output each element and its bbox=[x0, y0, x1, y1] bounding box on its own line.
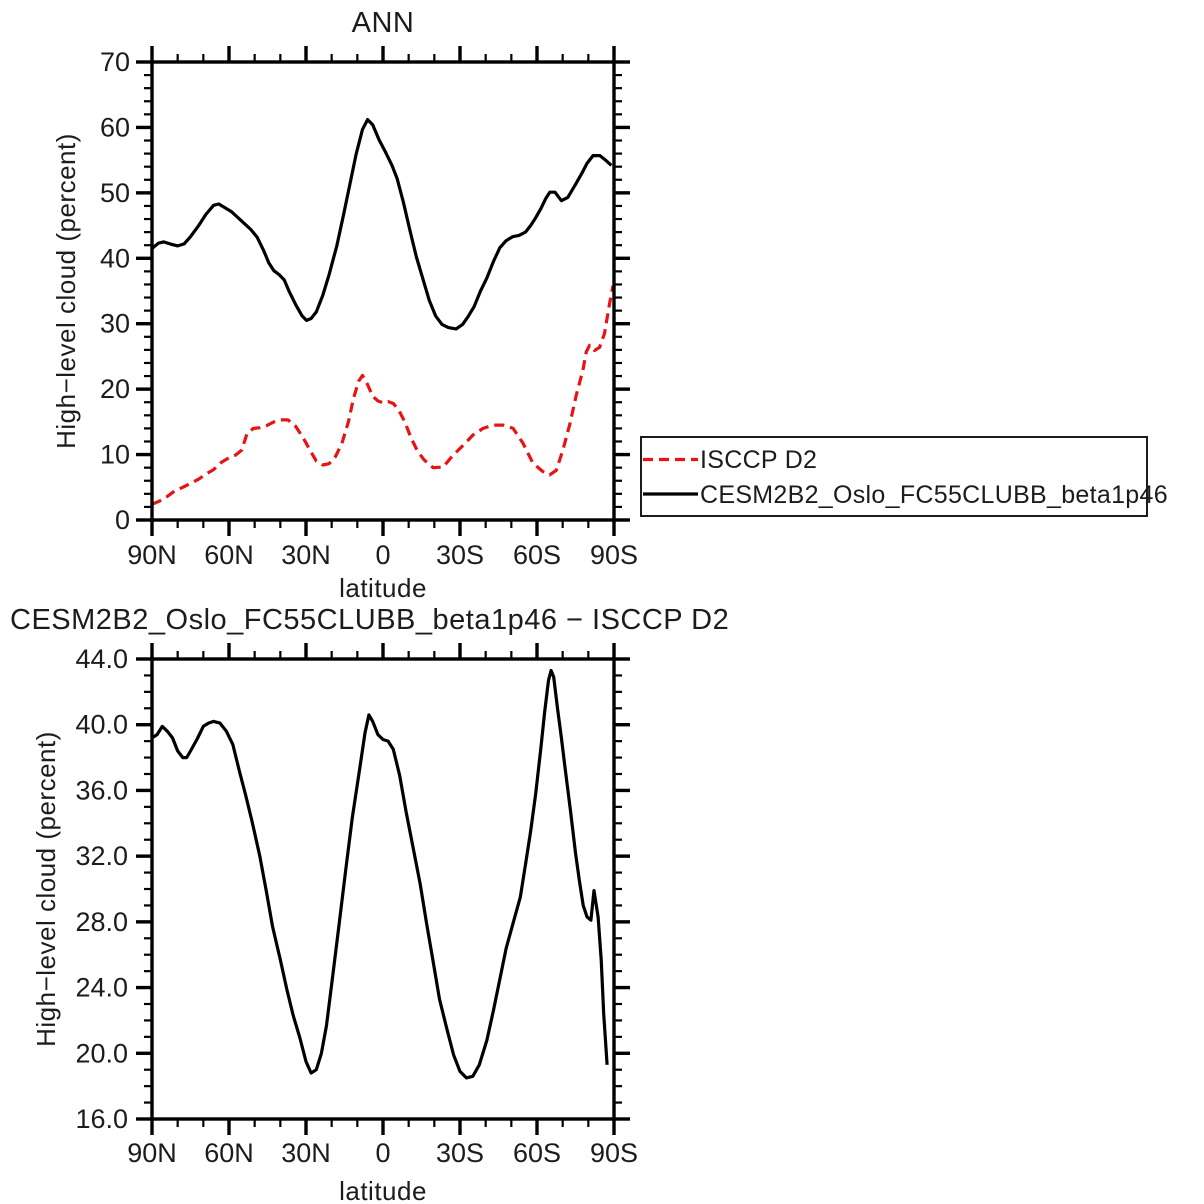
x-tick-label: 90N bbox=[127, 1138, 177, 1168]
y-tick-label: 0 bbox=[115, 505, 130, 535]
y-tick-label: 20.0 bbox=[75, 1038, 128, 1068]
plot-frame bbox=[150, 657, 616, 1121]
legend: ISCCP D2 CESM2B2_Oslo_FC55CLUBB_beta1p46 bbox=[640, 436, 1168, 517]
y-tick-label: 36.0 bbox=[75, 775, 128, 805]
x-tick-label: 60S bbox=[513, 1138, 561, 1168]
top-y-axis-label: High−level cloud (percent) bbox=[51, 133, 81, 449]
y-tick-label: 70 bbox=[100, 47, 130, 77]
x-tick-label: 0 bbox=[375, 540, 390, 570]
y-tick-label: 60 bbox=[100, 112, 130, 142]
bottom-plot-area: 90N 60N 30N 0 30S 60S 90S 16.0 20.0 24.0 28.0 32.0 3… bbox=[75, 643, 638, 1168]
y-tick-label: 24.0 bbox=[75, 973, 128, 1003]
y-tick-label: 16.0 bbox=[75, 1104, 128, 1134]
top-x-axis-label: latitude bbox=[339, 573, 427, 603]
legend-label-model: CESM2B2_Oslo_FC55CLUBB_beta1p46 bbox=[700, 481, 1168, 509]
x-tick-label: 60N bbox=[204, 540, 254, 570]
series-line-cesm2b2-oslo-fc55clubb-beta1p46-isccp-d2 bbox=[151, 668, 609, 1080]
y-tick-label: 50 bbox=[100, 178, 130, 208]
x-tick-label: 90S bbox=[590, 1138, 638, 1168]
x-tick-label: 30N bbox=[281, 540, 331, 570]
y-tick-label: 10 bbox=[100, 440, 130, 470]
plot-frame bbox=[150, 60, 616, 522]
x-tick-label: 30S bbox=[436, 540, 484, 570]
x-tick-label: 60N bbox=[204, 1138, 254, 1168]
x-tick-label: 30S bbox=[436, 1138, 484, 1168]
x-tick-label: 90N bbox=[127, 540, 177, 570]
bottom-chart-title: CESM2B2_Oslo_FC55CLUBB_beta1p46 − ISCCP … bbox=[10, 604, 729, 636]
bottom-y-axis-label: High−level cloud (percent) bbox=[31, 731, 61, 1047]
bottom-x-axis-label: latitude bbox=[339, 1176, 427, 1204]
y-tick-label: 40.0 bbox=[75, 710, 128, 740]
y-tick-label: 40 bbox=[100, 243, 130, 273]
legend-box bbox=[640, 436, 1148, 517]
series-line-cesm2b2-oslo-fc55clubb-beta1p46 bbox=[150, 117, 613, 331]
y-tick-label: 32.0 bbox=[75, 841, 128, 871]
legend-label-obs: ISCCP D2 bbox=[700, 446, 817, 474]
y-tick-label: 28.0 bbox=[75, 907, 128, 937]
y-tick-label: 20 bbox=[100, 374, 130, 404]
x-tick-label: 30N bbox=[281, 1138, 331, 1168]
series-line-isccp-d2 bbox=[151, 285, 615, 506]
top-plot-area: 90N 60N 30N 0 30S 60S 90S 0 10 20 30 40 50 60 70 bbox=[100, 46, 638, 570]
y-tick-label: 44.0 bbox=[75, 644, 128, 674]
x-tick-label: 60S bbox=[513, 540, 561, 570]
x-tick-label: 90S bbox=[590, 540, 638, 570]
y-tick-label: 30 bbox=[100, 309, 130, 339]
x-tick-label: 0 bbox=[375, 1138, 390, 1168]
top-chart-title: ANN bbox=[352, 7, 415, 39]
